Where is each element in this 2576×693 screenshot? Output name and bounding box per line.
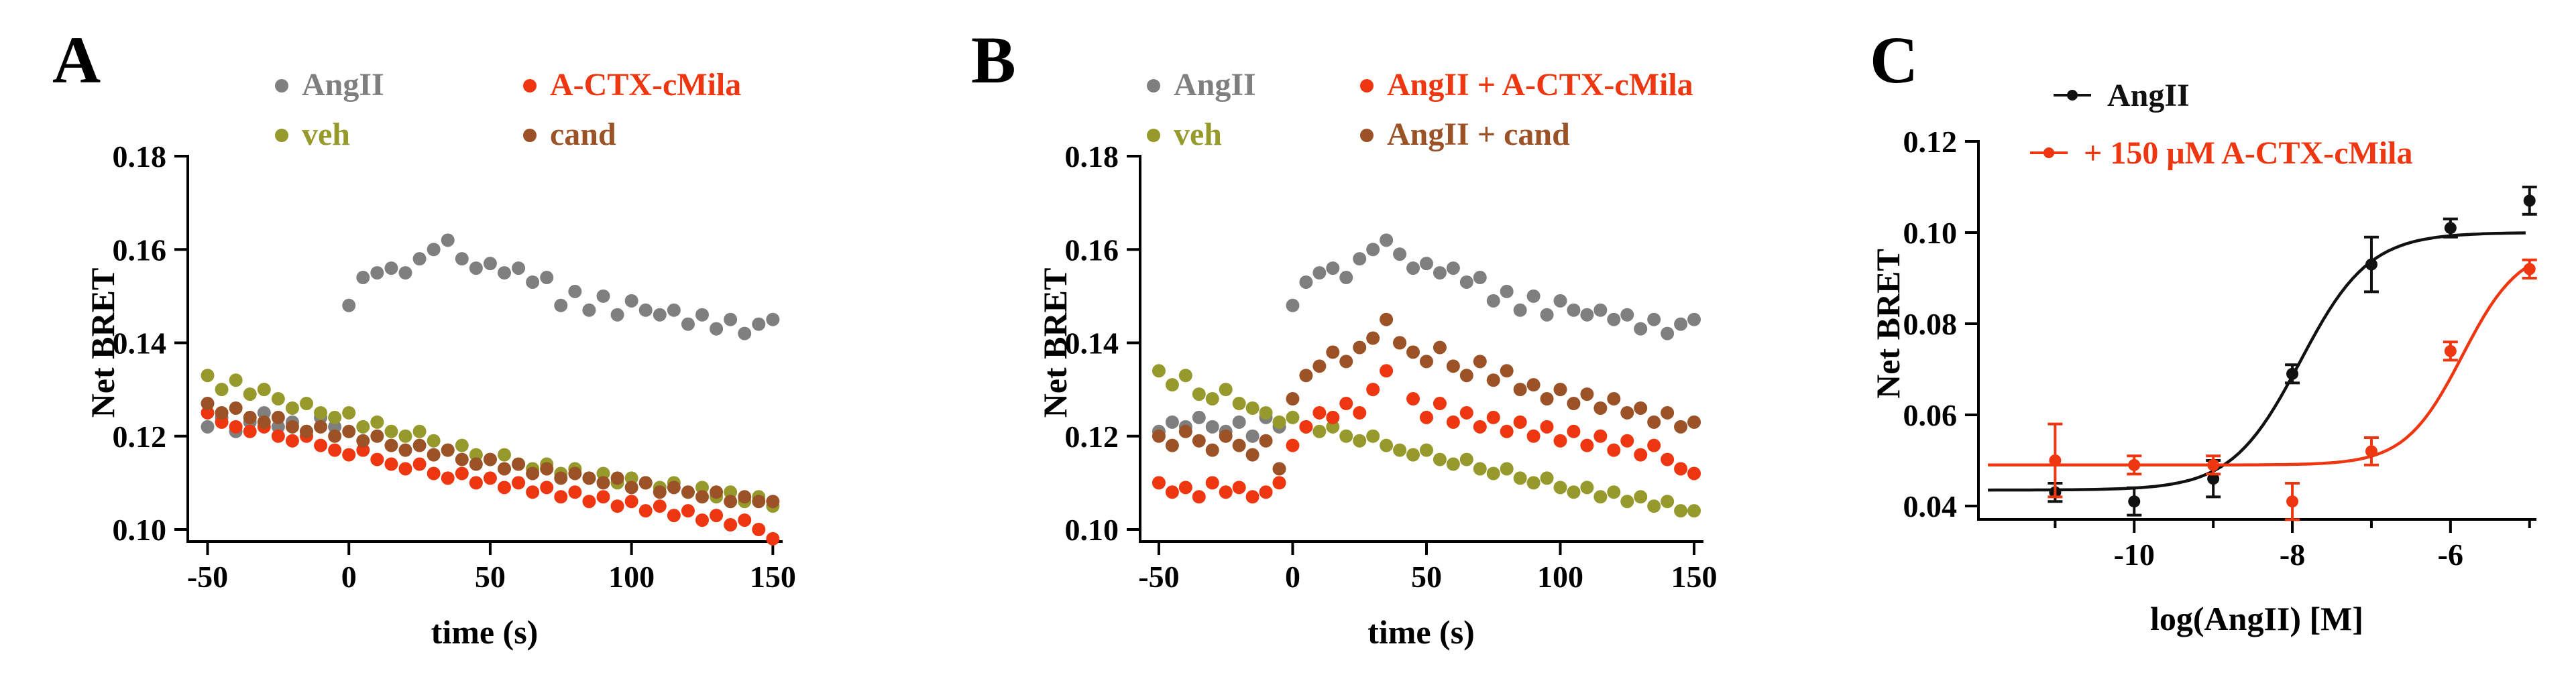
svg-text:0.18: 0.18 xyxy=(113,139,167,174)
svg-text:-50: -50 xyxy=(1138,560,1179,594)
panel-c-chart: 0.04 0.06 0.08 0.10 0.12 -10 -8 -6 log(AngII) [M… xyxy=(1869,78,2537,637)
svg-text:150: 150 xyxy=(750,560,796,594)
svg-text:0.10: 0.10 xyxy=(113,513,167,547)
svg-text:0.10: 0.10 xyxy=(1903,216,1958,250)
svg-text:veh: veh xyxy=(1174,117,1222,152)
legend-marker xyxy=(1147,129,1160,142)
panel-a-chart: 0.10 0.12 0.14 0.16 0.18 -50 0 50 100 150 time (s)… xyxy=(84,67,796,651)
svg-text:AngII + A-CTX-cMila: AngII + A-CTX-cMila xyxy=(1387,67,1693,103)
svg-text:0.12: 0.12 xyxy=(1903,125,1958,159)
svg-text:0.12: 0.12 xyxy=(113,420,167,454)
svg-text:-50: -50 xyxy=(187,560,228,594)
svg-text:0.08: 0.08 xyxy=(1903,307,1958,341)
svg-text:AngII: AngII xyxy=(302,67,384,103)
svg-text:0.12: 0.12 xyxy=(1065,420,1119,454)
legend-marker xyxy=(523,129,537,142)
svg-text:-8: -8 xyxy=(2280,538,2305,572)
series-AngII xyxy=(1152,233,1701,443)
legend-marker xyxy=(275,79,288,92)
svg-text:time (s): time (s) xyxy=(1367,613,1475,651)
svg-text:A-CTX-cMila: A-CTX-cMila xyxy=(550,67,741,103)
svg-text:0.14: 0.14 xyxy=(1065,326,1119,361)
svg-text:Net BRET: Net BRET xyxy=(1869,249,1907,399)
svg-text:50: 50 xyxy=(1411,560,1442,594)
svg-text:+ 150 μM A-CTX-cMila: + 150 μM A-CTX-cMila xyxy=(2084,135,2412,171)
legend-marker xyxy=(1360,79,1374,92)
legend-marker xyxy=(1147,79,1160,92)
svg-text:-6: -6 xyxy=(2438,538,2463,572)
series-+ 150 μM A-CTX-cMila xyxy=(1988,258,2537,521)
svg-text:50: 50 xyxy=(475,560,506,594)
svg-text:0.16: 0.16 xyxy=(113,233,167,267)
svg-text:0.04: 0.04 xyxy=(1903,489,1958,523)
svg-text:time (s): time (s) xyxy=(431,613,539,651)
axes xyxy=(174,155,783,555)
svg-text:0.18: 0.18 xyxy=(1065,139,1119,174)
axes xyxy=(1965,140,2536,533)
panel-c-label: C xyxy=(1870,23,1919,97)
legend-marker xyxy=(275,129,288,142)
svg-text:0: 0 xyxy=(341,560,357,594)
svg-text:0.10: 0.10 xyxy=(1065,513,1119,547)
svg-text:100: 100 xyxy=(1537,560,1583,594)
series-AngII + A-CTX-cMila xyxy=(1152,336,1701,504)
svg-text:150: 150 xyxy=(1671,560,1718,594)
axes xyxy=(1127,155,1703,555)
svg-text:100: 100 xyxy=(608,560,655,594)
series-A-CTX-cMila xyxy=(201,405,780,546)
svg-text:0.16: 0.16 xyxy=(1065,233,1119,267)
svg-text:0.14: 0.14 xyxy=(113,326,167,361)
svg-text:AngII + cand: AngII + cand xyxy=(1387,117,1570,152)
svg-text:log(AngII) [M]: log(AngII) [M] xyxy=(2150,600,2363,637)
svg-text:0.06: 0.06 xyxy=(1903,398,1958,432)
series-cand xyxy=(201,397,780,509)
svg-text:0: 0 xyxy=(1285,560,1300,594)
series-veh xyxy=(1152,364,1701,518)
svg-text:cand: cand xyxy=(550,117,616,152)
svg-text:Net BRET: Net BRET xyxy=(84,268,121,418)
panel-b-label: B xyxy=(971,23,1016,97)
svg-text:veh: veh xyxy=(302,117,350,152)
legend-marker xyxy=(1360,129,1374,142)
legend-marker xyxy=(523,79,537,92)
svg-text:AngII: AngII xyxy=(2107,78,2190,113)
svg-text:-10: -10 xyxy=(2114,538,2155,572)
panel-a-label: A xyxy=(52,23,101,97)
svg-text:Net BRET: Net BRET xyxy=(1036,268,1074,418)
svg-text:AngII: AngII xyxy=(1174,67,1256,103)
series-AngII + cand xyxy=(1152,312,1701,476)
panel-b-chart: 0.10 0.12 0.14 0.16 0.18 -50 0 50 100 150 time (s)… xyxy=(1036,67,1718,651)
